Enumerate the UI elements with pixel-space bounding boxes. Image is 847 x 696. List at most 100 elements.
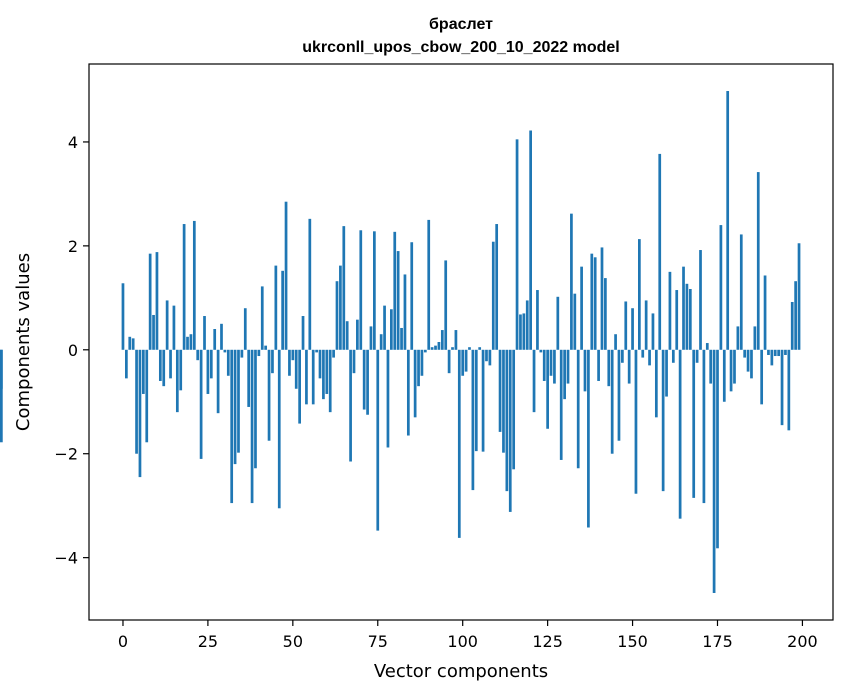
bar: [695, 349, 699, 363]
bar: [423, 349, 427, 353]
bar: [0, 349, 3, 389]
bar: [277, 349, 281, 509]
bar: [648, 349, 651, 366]
bar: [692, 349, 696, 498]
bar: [271, 349, 274, 374]
bar: [627, 349, 631, 384]
bar: [739, 234, 743, 350]
bar: [366, 349, 369, 415]
bar: [291, 349, 295, 361]
bar: [192, 220, 196, 350]
bar: [359, 230, 363, 350]
bar: [410, 242, 414, 350]
bar: [121, 283, 125, 350]
bar: [600, 247, 604, 350]
bar: [362, 349, 366, 410]
bar: [179, 349, 183, 391]
bar: [790, 301, 794, 350]
bar: [777, 349, 780, 357]
bar: [787, 349, 791, 431]
bar: [536, 290, 539, 350]
bar: [142, 349, 145, 394]
bar: [281, 270, 284, 350]
bar: [393, 231, 397, 350]
bar-series: [0, 91, 801, 593]
bar: [257, 349, 261, 357]
bar: [671, 349, 675, 363]
x-tick-label: 150: [617, 632, 648, 651]
bar: [607, 349, 611, 387]
bar: [165, 300, 169, 350]
bar: [0, 349, 3, 443]
bar: [305, 349, 308, 405]
bar: [736, 326, 740, 350]
bar: [196, 349, 200, 361]
bar: [162, 349, 166, 387]
bar: [352, 349, 356, 374]
bar: [563, 349, 566, 400]
bar: [356, 319, 359, 350]
bar: [386, 349, 390, 448]
x-tick-label: 50: [283, 632, 303, 651]
bar: [593, 257, 597, 350]
bar: [298, 349, 301, 424]
bar: [583, 349, 587, 392]
bar: [155, 252, 159, 350]
bar: [756, 172, 760, 350]
bar: [705, 343, 709, 350]
bar: [311, 349, 315, 405]
bar: [529, 130, 532, 350]
bar: [760, 349, 764, 405]
bar: [135, 349, 138, 454]
bar: [515, 139, 519, 350]
bar: [780, 349, 784, 426]
bar: [209, 349, 213, 379]
bar: [688, 289, 692, 350]
bar: [461, 349, 465, 376]
bar: [413, 349, 417, 418]
bar: [247, 349, 251, 407]
x-tick-label: 100: [447, 632, 478, 651]
bar: [213, 329, 217, 350]
bar: [668, 271, 672, 350]
bar: [158, 349, 162, 381]
bar: [539, 349, 543, 353]
bar: [746, 349, 750, 372]
bar: [542, 349, 546, 381]
bar: [199, 349, 203, 459]
bar: [644, 300, 648, 350]
bar: [532, 349, 536, 413]
bar: [658, 153, 662, 350]
bar: [505, 349, 509, 492]
bar: [260, 286, 264, 350]
bar: [675, 290, 679, 350]
bar: [678, 349, 682, 519]
bar: [570, 213, 573, 350]
x-tick-label: 75: [368, 632, 388, 651]
bar: [767, 349, 770, 355]
bar: [342, 226, 346, 350]
bar: [379, 334, 383, 350]
bar: [794, 281, 797, 350]
bar: [288, 349, 291, 376]
bar: [430, 347, 434, 350]
bar: [328, 349, 332, 413]
bar: [301, 316, 305, 350]
bar: [556, 296, 560, 350]
bar: [427, 219, 431, 350]
bar: [726, 91, 730, 350]
bar: [617, 349, 621, 441]
bar: [604, 278, 607, 350]
x-axis: 0 25 50 75 100 125 150 175 200: [118, 620, 818, 651]
bar: [440, 330, 444, 350]
bar: [580, 266, 583, 350]
bar: [553, 349, 556, 384]
bar: [373, 231, 376, 350]
bar: [206, 349, 210, 394]
bar: [784, 349, 787, 355]
bar: [325, 349, 329, 394]
bar: [763, 275, 767, 350]
y-tick-label: 4: [68, 133, 78, 152]
bar: [420, 349, 424, 376]
